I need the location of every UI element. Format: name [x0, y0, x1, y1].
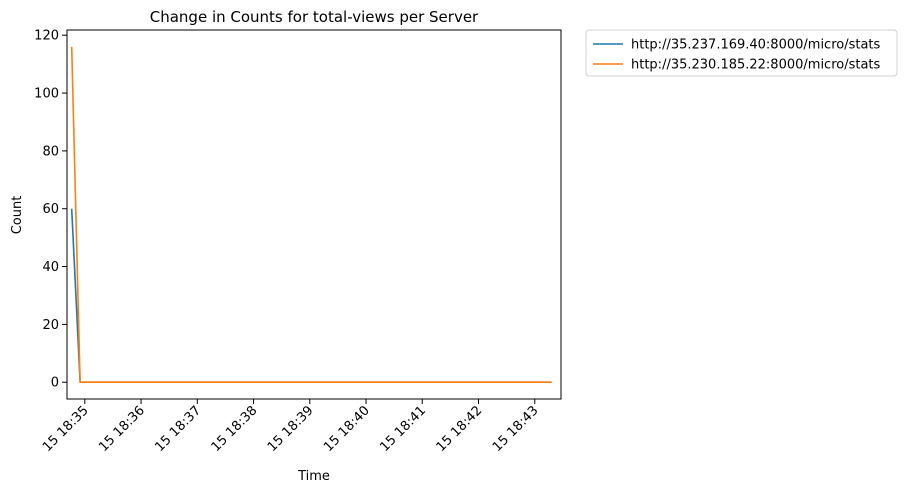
- x-tick-label: 15 18:35: [40, 403, 92, 455]
- x-tick-label: 15 18:39: [265, 403, 317, 455]
- y-tick-label: 0: [51, 376, 59, 391]
- y-tick-label: 20: [42, 318, 59, 333]
- y-tick-label: 120: [34, 29, 59, 44]
- x-tick-label: 15 18:41: [377, 403, 429, 455]
- series-line-1: [70, 208, 552, 384]
- legend-frame: [585, 29, 898, 77]
- legend-label-1: http://35.237.169.40:8000/micro/stats: [631, 38, 881, 53]
- series-layer: [70, 46, 552, 384]
- x-tick-label: 15 18:40: [321, 403, 373, 455]
- legend: http://35.237.169.40:8000/micro/stats htt…: [585, 29, 898, 77]
- x-axis-label: Time: [297, 469, 330, 484]
- y-axis: 0 20 40 60 80 100 120: [34, 29, 67, 391]
- y-tick-label: 60: [42, 202, 59, 217]
- legend-label-2: http://35.230.185.22:8000/micro/stats: [631, 58, 881, 73]
- y-axis-label: Count: [10, 196, 25, 235]
- x-tick-label: 15 18:42: [434, 403, 486, 455]
- series-line-2: [70, 46, 552, 384]
- y-tick-label: 80: [42, 144, 59, 159]
- y-tick-label: 40: [42, 260, 59, 275]
- chart-title: Change in Counts for total-views per Ser…: [150, 8, 479, 26]
- y-tick-label: 100: [34, 87, 59, 102]
- x-tick-label: 15 18:43: [490, 403, 542, 455]
- x-tick-label: 15 18:36: [96, 403, 148, 455]
- x-tick-label: 15 18:37: [152, 403, 204, 455]
- plot-area-frame: [66, 29, 562, 400]
- x-axis: 15 18:35 15 18:36 15 18:37 15 18:38 15 18:39…: [40, 399, 542, 455]
- x-tick-label: 15 18:38: [209, 403, 261, 455]
